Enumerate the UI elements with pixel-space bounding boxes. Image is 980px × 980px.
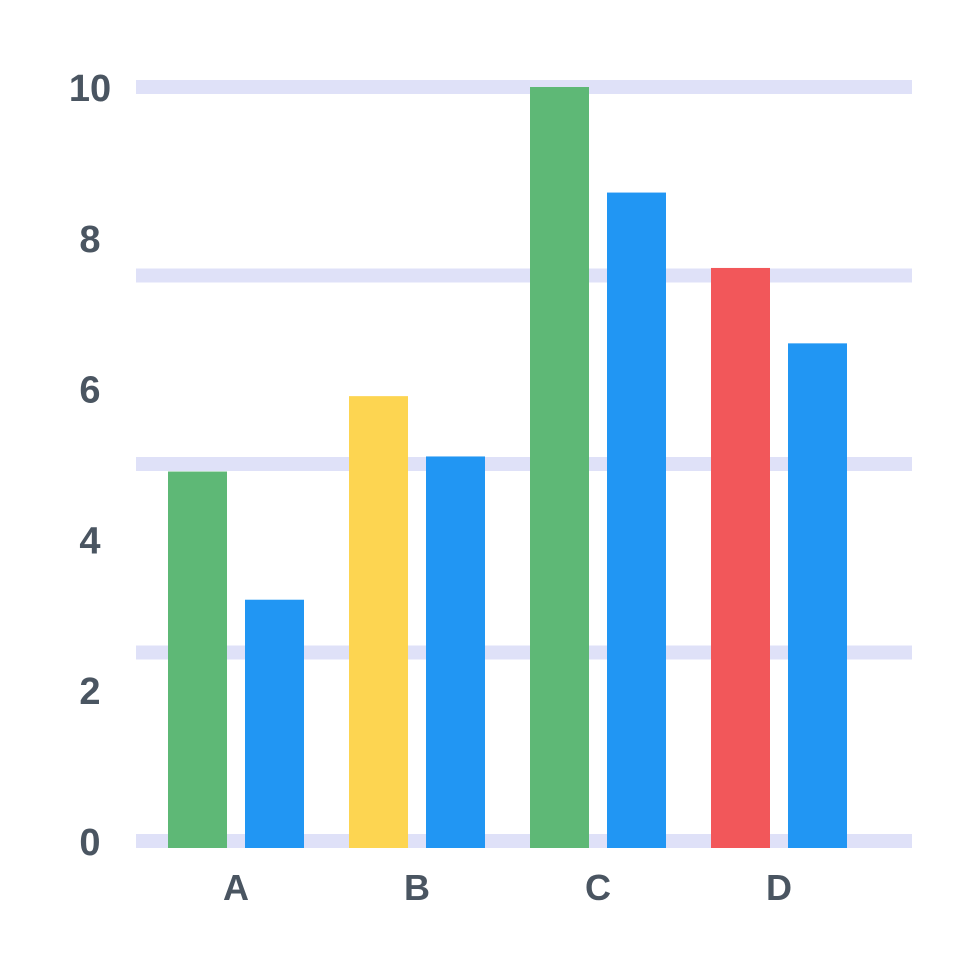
bar-c-2: [607, 192, 666, 848]
x-tick-label: B: [404, 867, 430, 908]
y-tick-label: 2: [79, 671, 100, 713]
y-tick-label: 4: [79, 520, 100, 562]
x-tick-label: D: [766, 867, 792, 908]
bar-b-1: [349, 396, 408, 848]
x-axis-ticks: A B C D: [223, 867, 792, 908]
bars: [168, 87, 847, 849]
bar-c-1: [530, 87, 589, 848]
gridline: [136, 268, 912, 283]
x-tick-label: A: [223, 867, 249, 908]
bar-d-2: [788, 343, 847, 848]
bar-d-1: [711, 267, 770, 849]
bar-a-1: [168, 471, 227, 848]
x-tick-label: C: [585, 867, 611, 908]
y-tick-label: 6: [79, 370, 100, 412]
gridline: [136, 80, 912, 94]
y-tick-label: 8: [79, 219, 100, 261]
bar-a-2: [245, 599, 304, 848]
y-axis-ticks: 0 2 4 6 8 10: [69, 68, 111, 864]
bar-b-2: [426, 456, 485, 848]
y-tick-label: 0: [79, 822, 100, 864]
y-tick-label: 10: [69, 68, 111, 110]
